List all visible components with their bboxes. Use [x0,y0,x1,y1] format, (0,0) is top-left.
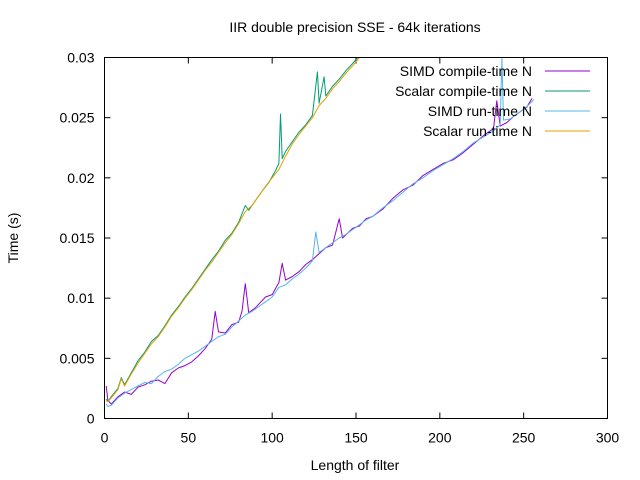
x-tick-label: 300 [596,430,620,446]
series-line-3 [105,57,535,407]
x-tick-label: 250 [512,430,536,446]
y-tick-label: 0 [87,411,95,427]
legend-label: Scalar run-time N [423,123,532,139]
series-line-4 [105,57,360,403]
series-line-1 [105,98,533,405]
x-tick-label: 50 [181,430,197,446]
y-tick-label: 0.02 [67,170,94,186]
axis-ticks: 0 50 100 150 200 250 300 0 0.005 0.01 0.015 0.02 0.0… [59,50,619,446]
legend-label: SIMD compile-time N [400,63,532,79]
legend-label: Scalar compile-time N [395,83,532,99]
y-axis-label: Time (s) [5,213,21,264]
plot-lines [105,57,535,407]
series-line-2 [105,57,359,403]
x-axis-label: Length of filter [311,457,400,473]
y-tick-label: 0.025 [59,110,94,126]
chart-title: IIR double precision SSE - 64k iteration… [229,19,480,35]
plot-frame [104,57,608,419]
x-tick-label: 200 [428,430,452,446]
y-tick-label: 0.01 [67,290,94,306]
legend: SIMD compile-time N Scalar compile-time N… [395,63,590,139]
x-tick-label: 100 [260,430,284,446]
legend-label: SIMD run-time N [428,103,532,119]
x-tick-label: 150 [344,430,368,446]
y-tick-label: 0.005 [59,350,94,366]
y-tick-label: 0.015 [59,230,94,246]
x-tick-label: 0 [101,430,109,446]
y-tick-label: 0.03 [67,50,94,66]
